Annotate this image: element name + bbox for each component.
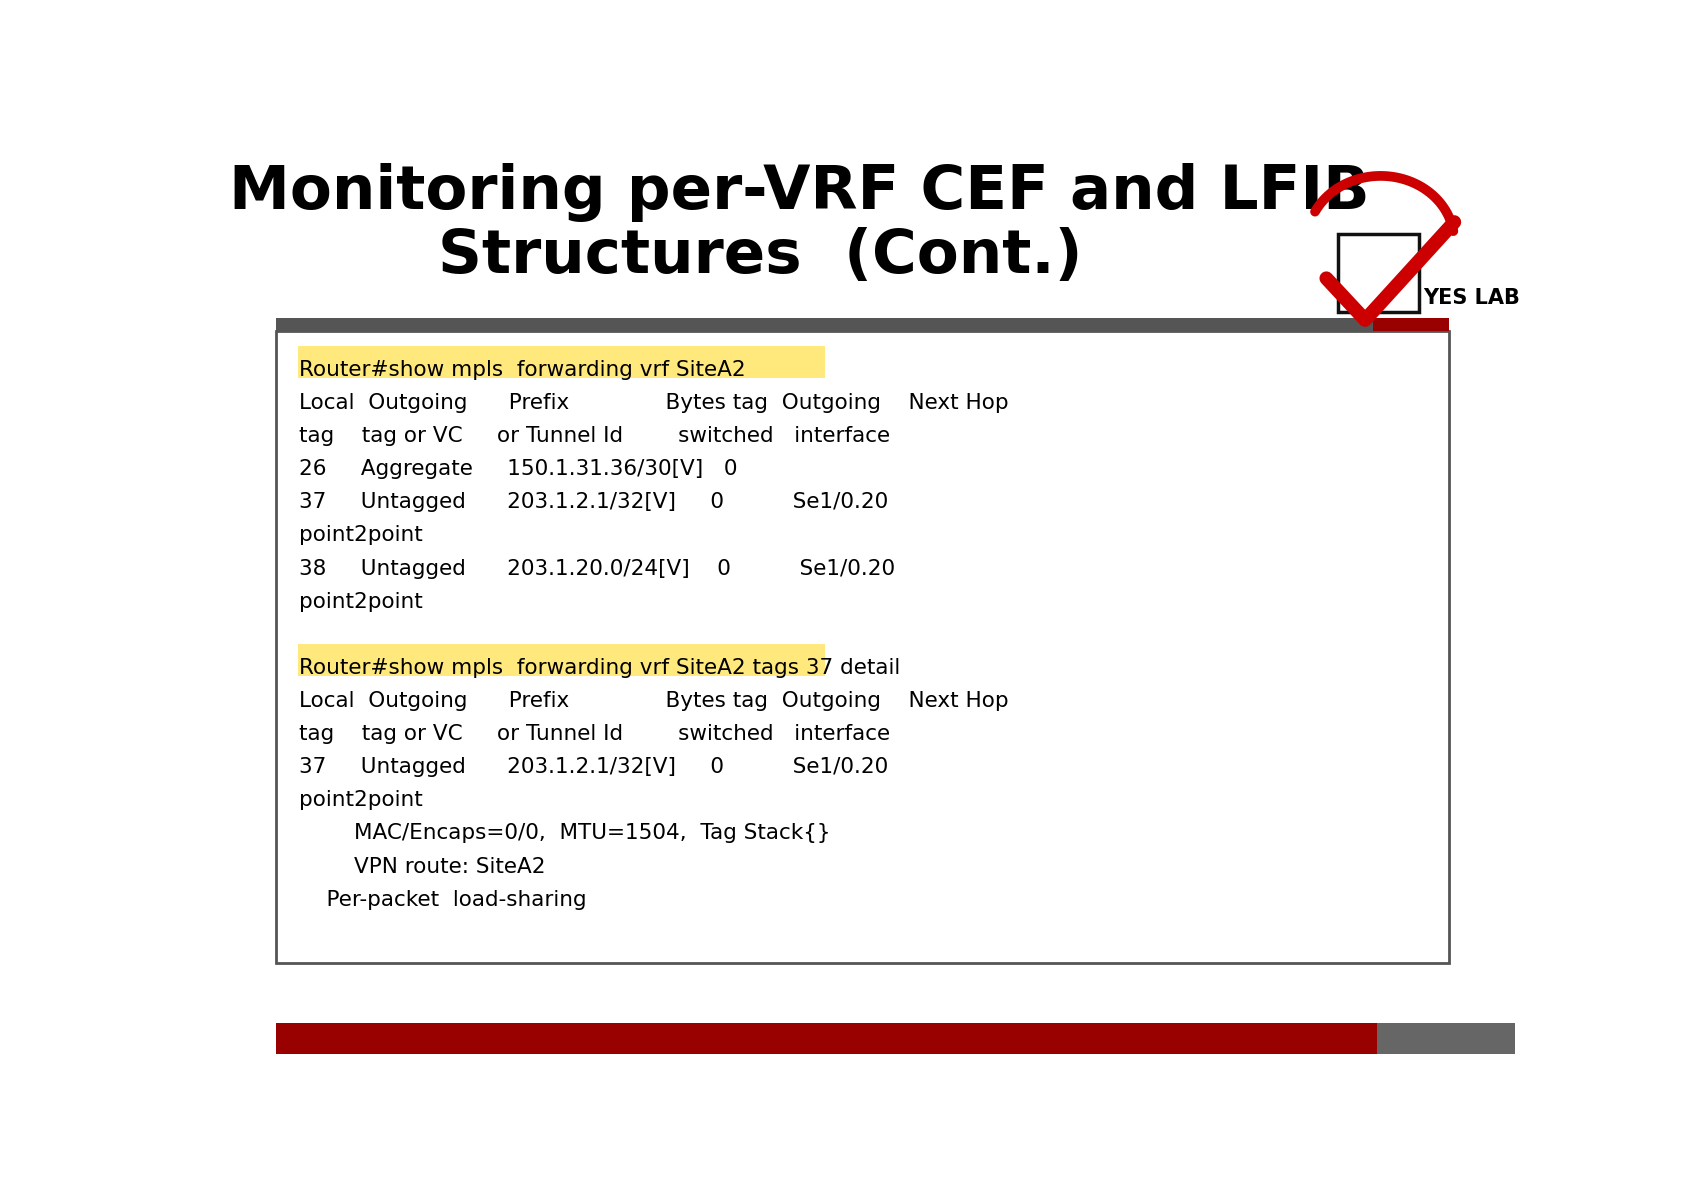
Text: Monitoring per-VRF CEF and LFIB: Monitoring per-VRF CEF and LFIB bbox=[229, 163, 1369, 223]
Bar bbox=[276, 331, 1448, 963]
Bar bbox=[276, 319, 1373, 331]
Text: MAC/Encaps=0/0,  MTU=1504,  Tag Stack{}: MAC/Encaps=0/0, MTU=1504, Tag Stack{} bbox=[299, 823, 831, 844]
Text: 38     Untagged      203.1.20.0/24[V]    0          Se1/0.20: 38 Untagged 203.1.20.0/24[V] 0 Se1/0.20 bbox=[299, 558, 895, 578]
Bar bbox=[298, 346, 824, 377]
Text: Per-packet  load-sharing: Per-packet load-sharing bbox=[299, 890, 587, 909]
Text: YES LAB: YES LAB bbox=[1423, 288, 1519, 308]
Text: tag    tag or VC     or Tunnel Id        switched   interface: tag tag or VC or Tunnel Id switched inte… bbox=[299, 426, 890, 446]
Bar bbox=[298, 644, 824, 676]
Bar bbox=[1376, 1023, 1514, 1053]
Text: tag    tag or VC     or Tunnel Id        switched   interface: tag tag or VC or Tunnel Id switched inte… bbox=[299, 725, 890, 744]
Bar bbox=[276, 1023, 1376, 1053]
Text: Router#show mpls  forwarding vrf SiteA2 tags 37 detail: Router#show mpls forwarding vrf SiteA2 t… bbox=[299, 658, 900, 678]
Text: Structures  (Cont.): Structures (Cont.) bbox=[437, 227, 1082, 287]
Text: 37     Untagged      203.1.2.1/32[V]     0          Se1/0.20: 37 Untagged 203.1.2.1/32[V] 0 Se1/0.20 bbox=[299, 757, 888, 777]
Text: Router#show mpls  forwarding vrf SiteA2: Router#show mpls forwarding vrf SiteA2 bbox=[299, 359, 745, 380]
Bar bbox=[1337, 233, 1418, 312]
Text: point2point: point2point bbox=[299, 591, 422, 612]
Text: VPN route: SiteA2: VPN route: SiteA2 bbox=[299, 857, 545, 877]
Text: 26     Aggregate     150.1.31.36/30[V]   0: 26 Aggregate 150.1.31.36/30[V] 0 bbox=[299, 459, 738, 480]
Text: point2point: point2point bbox=[299, 790, 422, 810]
Text: Local  Outgoing      Prefix              Bytes tag  Outgoing    Next Hop: Local Outgoing Prefix Bytes tag Outgoing… bbox=[299, 691, 1009, 712]
Bar bbox=[1373, 319, 1448, 331]
Text: 37     Untagged      203.1.2.1/32[V]     0          Se1/0.20: 37 Untagged 203.1.2.1/32[V] 0 Se1/0.20 bbox=[299, 493, 888, 513]
Text: Local  Outgoing      Prefix              Bytes tag  Outgoing    Next Hop: Local Outgoing Prefix Bytes tag Outgoing… bbox=[299, 393, 1009, 413]
Text: point2point: point2point bbox=[299, 526, 422, 545]
